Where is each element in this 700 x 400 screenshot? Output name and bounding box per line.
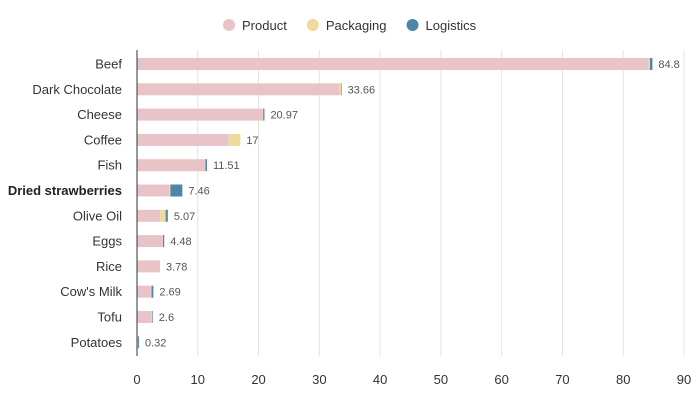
value-label-beef: 84.8 <box>658 59 679 71</box>
bar-coffee-packaging[interactable] <box>228 133 241 146</box>
bar-olive-oil-product[interactable] <box>137 209 161 222</box>
category-label-rice: Rice <box>96 259 122 274</box>
bar-tofu-packaging[interactable] <box>151 311 153 323</box>
category-label-fish: Fish <box>97 158 122 173</box>
category-label-tofu: Tofu <box>97 310 122 325</box>
value-labels: 84.8 33.66 20.97 17 11.51 7.46 5.07 4.48 3.78 2.6… <box>145 59 680 349</box>
bar-cow-s-milk-packaging[interactable] <box>150 285 152 298</box>
legend-swatch-logistics <box>406 19 419 31</box>
value-label-potatoes: 0.32 <box>145 337 166 349</box>
bar-rice-product[interactable] <box>137 260 160 273</box>
bar-beef-packaging[interactable] <box>648 58 650 70</box>
value-label-rice: 3.78 <box>166 261 187 273</box>
bar-beef-product[interactable] <box>137 58 649 70</box>
bar-potatoes-logistics[interactable] <box>138 336 139 349</box>
bar-eggs-packaging[interactable] <box>162 235 164 248</box>
category-label-dried-strawberries: Dried strawberries <box>8 183 122 198</box>
value-label-cheese: 20.97 <box>270 110 298 122</box>
value-label-tofu: 2.6 <box>159 312 174 324</box>
bar-dried-strawberries-product[interactable] <box>137 184 170 197</box>
category-label-dark-chocolate: Dark Chocolate <box>32 82 122 97</box>
x-tick-label-90: 90 <box>677 372 691 387</box>
value-label-olive-oil: 5.07 <box>174 211 195 223</box>
bar-fish-logistics[interactable] <box>205 159 207 172</box>
value-label-cow-s-milk: 2.69 <box>159 287 180 299</box>
legend-item-product[interactable]: Product <box>223 18 287 33</box>
category-label-cow-s-milk: Cow's Milk <box>60 284 122 299</box>
category-label-cheese: Cheese <box>77 107 122 122</box>
bar-cheese-product[interactable] <box>137 108 263 121</box>
legend-item-packaging[interactable]: Packaging <box>306 18 387 33</box>
bar-tofu-logistics[interactable] <box>152 311 153 323</box>
bar-beef-logistics[interactable] <box>649 58 653 70</box>
x-tick-label-10: 10 <box>191 372 205 387</box>
grid-lines <box>197 50 685 356</box>
legend-swatch-product <box>223 19 235 31</box>
bar-cow-s-milk-logistics[interactable] <box>151 285 154 298</box>
bar-fish-product[interactable] <box>137 159 206 172</box>
x-tick-label-40: 40 <box>373 372 387 387</box>
value-label-dried-strawberries: 7.46 <box>188 186 209 198</box>
bar-eggs-product[interactable] <box>137 235 163 248</box>
legend-label-packaging: Packaging <box>326 18 387 33</box>
legend-label-product: Product <box>242 18 287 33</box>
bar-dark-chocolate-product[interactable] <box>137 83 340 96</box>
category-label-coffee: Coffee <box>84 132 122 147</box>
bar-eggs-logistics[interactable] <box>163 235 165 248</box>
bar-cheese-logistics[interactable] <box>263 108 265 121</box>
bar-tofu-product[interactable] <box>137 311 152 323</box>
bar-dried-strawberries-packaging[interactable] <box>169 184 171 197</box>
legend-item-logistics[interactable]: Logistics <box>406 18 477 33</box>
bar-olive-oil-packaging[interactable] <box>160 209 166 222</box>
x-tick-label-0: 0 <box>133 372 140 387</box>
x-tick-label-60: 60 <box>494 372 508 387</box>
x-tick-label-80: 80 <box>616 372 630 387</box>
bar-dark-chocolate-logistics[interactable] <box>340 83 342 96</box>
bar-olive-oil-logistics[interactable] <box>165 209 168 222</box>
bar-dark-chocolate-packaging[interactable] <box>339 83 341 96</box>
bar-cow-s-milk-product[interactable] <box>137 285 151 298</box>
value-label-eggs: 4.48 <box>170 236 191 248</box>
category-label-beef: Beef <box>95 57 122 72</box>
value-label-coffee: 17 <box>246 135 258 147</box>
value-label-dark-chocolate: 33.66 <box>348 84 376 96</box>
value-label-fish: 11.51 <box>213 160 240 172</box>
legend: Product Packaging Logistics <box>223 18 477 33</box>
category-label-potatoes: Potatoes <box>71 335 123 350</box>
bars <box>137 58 653 349</box>
bar-coffee-product[interactable] <box>137 133 229 146</box>
x-axis: 0 10 20 30 40 50 60 70 80 90 <box>133 50 691 387</box>
category-labels: Beef Dark Chocolate Cheese Coffee Fish Dried … <box>8 57 123 350</box>
x-tick-label-50: 50 <box>434 372 448 387</box>
legend-swatch-packaging <box>306 19 319 31</box>
bar-dried-strawberries-logistics[interactable] <box>170 184 183 197</box>
legend-label-logistics: Logistics <box>426 18 477 33</box>
x-tick-label-70: 70 <box>555 372 569 387</box>
bar-potatoes-packaging[interactable] <box>137 336 139 349</box>
category-label-eggs: Eggs <box>92 234 122 249</box>
x-tick-label-30: 30 <box>312 372 326 387</box>
bar-cheese-packaging[interactable] <box>262 108 264 121</box>
bar-fish-packaging[interactable] <box>205 159 206 172</box>
category-label-olive-oil: Olive Oil <box>73 208 122 223</box>
x-tick-label-20: 20 <box>251 372 265 387</box>
